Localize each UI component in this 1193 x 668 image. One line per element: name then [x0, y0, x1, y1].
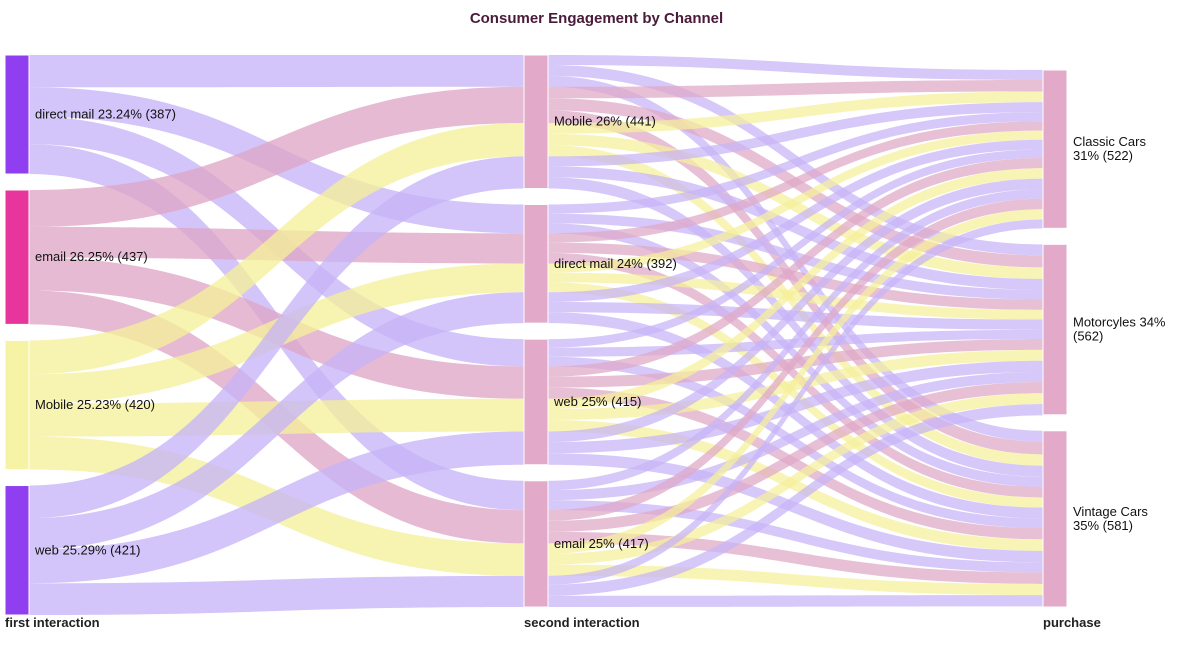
stage-labels: first interaction second interaction purch… — [5, 615, 1101, 630]
chart-title: Consumer Engagement by Channel — [469, 10, 724, 27]
link-s_mo-f_wb-p_vc[interactable] — [548, 177, 1043, 477]
link-s_mo-f_wb-p_mc[interactable] — [548, 166, 1043, 290]
link-f_wb-s_mo[interactable] — [29, 156, 524, 519]
node-purchase-vintage-cars[interactable] — [1042, 430, 1068, 608]
node-label-second-interaction-mobile: Mobile 26% (441) — [554, 114, 656, 129]
link-f_wb-s_dm[interactable] — [29, 292, 524, 550]
link-s_wb-f_wb-p_vc[interactable] — [548, 453, 1043, 563]
node-label-second-interaction-direct-mail: direct mail 24% (392) — [554, 256, 677, 271]
link-f_dm-s_mo[interactable] — [29, 55, 524, 88]
node-label-first-interaction-direct-mail: direct mail 23.24% (387) — [35, 107, 176, 122]
stage2-links — [548, 55, 1043, 607]
link-s_em-f_em-p_mc[interactable] — [548, 382, 1043, 532]
link-s_wb-f_wb-p_cc[interactable] — [548, 178, 1043, 443]
link-s_dm-f_dm-p_mc[interactable] — [548, 213, 1043, 300]
link-f_wb-s_em[interactable] — [29, 575, 524, 615]
link-s_em-f_mo-p_mc[interactable] — [548, 393, 1043, 565]
link-s_dm-f_em-p_mc[interactable] — [548, 242, 1043, 310]
stage-label-purchase: purchase — [1043, 615, 1101, 630]
node-label-vintage-cars: Vintage Cars 35% (581) — [1073, 504, 1148, 533]
node-label-motorcyles: Motorcyles 34% (562) — [1073, 315, 1166, 344]
link-s_dm-f_em-p_vc[interactable] — [548, 252, 1043, 498]
node-label-first-interaction-email: email 26.25% (437) — [35, 249, 148, 264]
link-f_em-s_mo[interactable] — [29, 86, 524, 227]
link-s_wb-f_em-p_cc[interactable] — [548, 157, 1043, 377]
link-f_wb-s_wb[interactable] — [29, 431, 524, 584]
link-s_em-f_dm-p_vc[interactable] — [548, 500, 1043, 573]
link-s_mo-f_mo-p_cc[interactable] — [548, 91, 1043, 134]
link-s_dm-f_mo-p_cc[interactable] — [548, 130, 1043, 273]
link-s_dm-f_wb-p_mc[interactable] — [548, 301, 1043, 330]
link-s_wb-f_dm-p_cc[interactable] — [548, 149, 1043, 348]
link-s_wb-f_mo-p_vc[interactable] — [548, 419, 1043, 551]
node-purchase-motorcyles[interactable] — [1042, 243, 1068, 416]
node-first-interaction-web[interactable] — [4, 485, 30, 616]
link-s_em-f_wb-p_mc[interactable] — [548, 404, 1043, 596]
node-label-first-interaction-web: web 25.29% (421) — [34, 542, 141, 557]
link-s_em-f_mo-p_cc[interactable] — [548, 209, 1043, 554]
link-s_em-f_em-p_cc[interactable] — [548, 198, 1043, 521]
node-second-interaction-web[interactable] — [523, 338, 549, 466]
node-label-second-interaction-web: web 25% (415) — [553, 394, 641, 409]
node-second-interaction-direct-mail[interactable] — [523, 203, 549, 324]
link-s_em-f_dm-p_mc[interactable] — [548, 372, 1043, 501]
link-f_mo-s_mo[interactable] — [29, 123, 524, 375]
node-label-second-interaction-email: email 25% (417) — [554, 536, 649, 551]
link-s_dm-f_mo-p_vc[interactable] — [548, 282, 1043, 508]
link-s_wb-f_mo-p_cc[interactable] — [548, 168, 1043, 410]
node-second-interaction-mobile[interactable] — [523, 54, 549, 189]
stage1-links — [29, 55, 524, 615]
node-label-classic-cars: Classic Cars 31% (522) — [1073, 134, 1146, 163]
node-first-interaction-direct-mail[interactable] — [4, 54, 30, 175]
link-s_dm-f_wb-p_cc[interactable] — [548, 139, 1043, 302]
link-s_dm-f_em-p_cc[interactable] — [548, 121, 1043, 243]
link-s_mo-f_wb-p_cc[interactable] — [548, 102, 1043, 167]
link-s_dm-f_wb-p_vc[interactable] — [548, 312, 1043, 519]
link-s_wb-f_dm-p_vc[interactable] — [548, 356, 1043, 529]
node-first-interaction-mobile[interactable] — [4, 339, 30, 471]
link-s_mo-f_em-p_vc[interactable] — [548, 110, 1043, 455]
link-s_mo-f_dm-p_cc[interactable] — [548, 55, 1043, 81]
link-s_wb-f_em-p_vc[interactable] — [548, 387, 1043, 540]
link-s_dm-f_dm-p_cc[interactable] — [548, 112, 1043, 214]
link-s_wb-f_wb-p_mc[interactable] — [548, 360, 1043, 454]
link-s_em-f_wb-p_cc[interactable] — [548, 219, 1043, 585]
link-s_em-f_wb-p_vc[interactable] — [548, 595, 1043, 607]
node-purchase-classic-cars[interactable] — [1042, 69, 1068, 229]
link-s_mo-f_mo-p_mc[interactable] — [548, 133, 1043, 279]
link-s_mo-f_em-p_cc[interactable] — [548, 80, 1043, 99]
nodes — [4, 54, 1068, 616]
stage-label-first-interaction: first interaction — [5, 615, 100, 630]
stage-label-second-interaction: second interaction — [524, 615, 640, 630]
node-labels: direct mail 23.24% (387) email 26.25% (43… — [34, 107, 1166, 558]
link-s_em-f_dm-p_cc[interactable] — [548, 189, 1043, 491]
node-second-interaction-email[interactable] — [523, 480, 549, 608]
node-first-interaction-email[interactable] — [4, 189, 30, 325]
node-label-first-interaction-mobile: Mobile 25.23% (420) — [35, 397, 155, 412]
